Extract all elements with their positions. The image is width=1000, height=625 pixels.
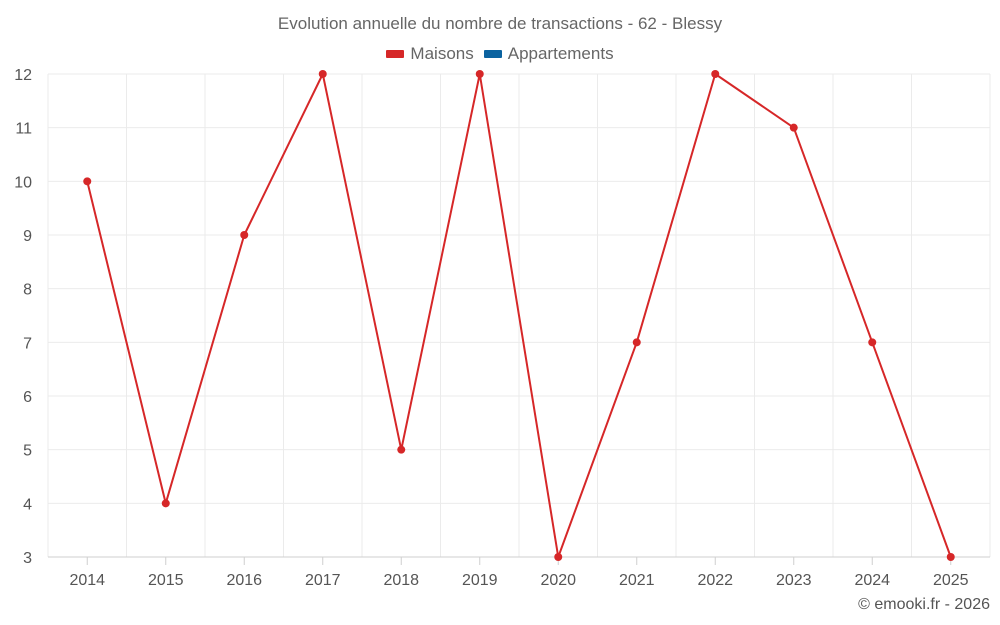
chart-title: Evolution annuelle du nombre de transact… xyxy=(277,14,723,33)
y-tick-label: 8 xyxy=(23,282,32,299)
y-tick-label: 9 xyxy=(23,228,32,245)
legend-swatch-appartements xyxy=(483,50,502,58)
legend-swatch-maisons xyxy=(386,50,405,58)
y-tick-label: 4 xyxy=(23,496,32,513)
legend-item-appartements[interactable]: Appartements xyxy=(483,44,614,64)
data-point[interactable] xyxy=(868,338,877,347)
data-point[interactable] xyxy=(240,231,249,239)
x-tick-label: 2024 xyxy=(854,572,890,589)
y-tick-label: 7 xyxy=(23,335,32,352)
credit-text: © emooki.fr - 2026 xyxy=(858,596,990,613)
data-point[interactable] xyxy=(83,177,92,186)
y-tick-label: 11 xyxy=(15,121,32,138)
chart-legend: Maisons Appartements xyxy=(0,44,1000,64)
y-tick-label: 5 xyxy=(23,443,32,460)
y-tick-label: 10 xyxy=(14,174,32,191)
data-point[interactable] xyxy=(475,70,484,78)
data-point[interactable] xyxy=(711,70,720,78)
x-tick-label: 2020 xyxy=(540,572,576,589)
series-line-maisons xyxy=(86,73,952,558)
x-tick-label: 2021 xyxy=(619,572,655,589)
data-point[interactable] xyxy=(161,499,170,508)
y-tick-label: 12 xyxy=(14,67,32,84)
data-point[interactable] xyxy=(397,445,406,454)
legend-label-maisons: Maisons xyxy=(410,44,474,63)
x-tick-label: 2019 xyxy=(462,572,498,589)
x-tick-label: 2025 xyxy=(933,572,969,589)
x-tick-label: 2023 xyxy=(776,572,812,589)
x-tick-label: 2018 xyxy=(383,572,419,589)
legend-label-appartements: Appartements xyxy=(507,44,614,63)
data-point[interactable] xyxy=(946,553,955,561)
x-tick-label: 2015 xyxy=(148,572,184,589)
x-tick-label: 2017 xyxy=(305,572,341,589)
data-point[interactable] xyxy=(318,70,327,78)
data-point[interactable] xyxy=(632,338,641,347)
legend-item-maisons[interactable]: Maisons xyxy=(386,44,474,64)
y-tick-label: 3 xyxy=(23,550,32,567)
x-tick-label: 2014 xyxy=(69,572,105,589)
data-point[interactable] xyxy=(789,123,798,132)
x-tick-label: 2016 xyxy=(226,572,262,589)
y-tick-label: 6 xyxy=(23,389,32,406)
data-point[interactable] xyxy=(554,553,563,561)
x-tick-label: 2022 xyxy=(697,572,733,589)
